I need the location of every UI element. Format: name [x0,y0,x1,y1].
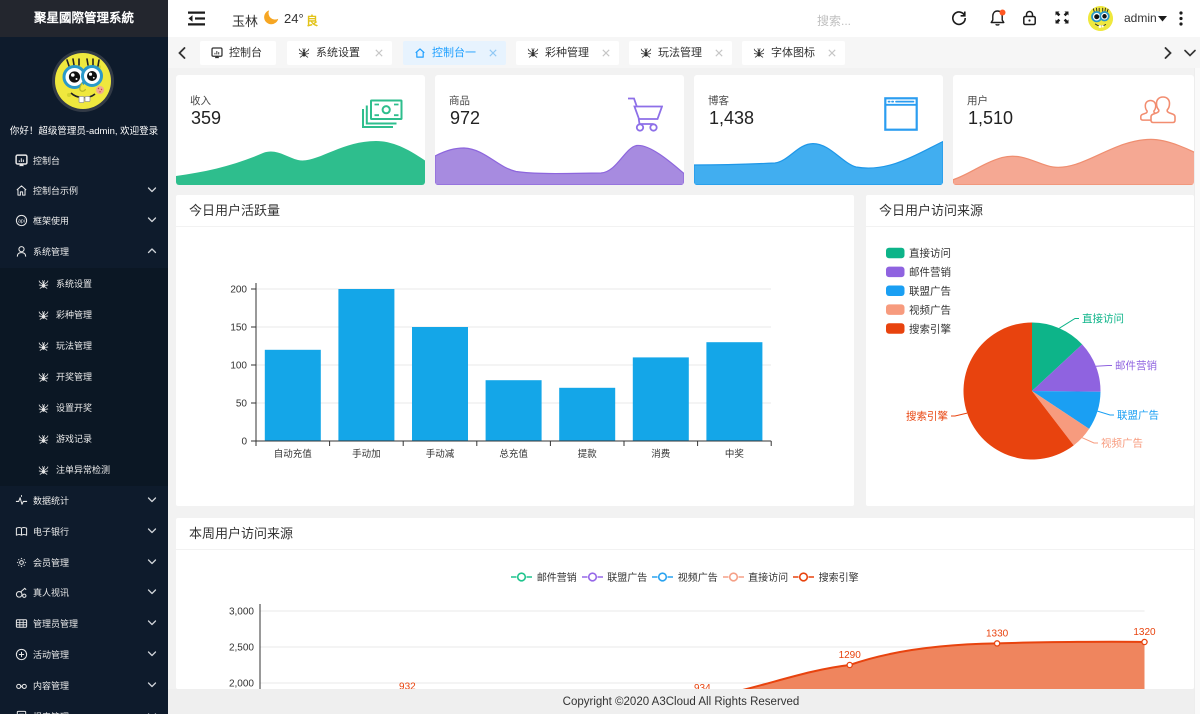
svg-text:提款: 提款 [578,448,598,460]
svg-text:邮件营销: 邮件营销 [1115,359,1157,372]
svg-text:0: 0 [241,437,247,448]
svg-text:932: 932 [399,682,416,689]
svg-text:2,500: 2,500 [229,643,254,654]
svg-text:视频广告: 视频广告 [909,303,951,316]
svg-text:联盟广告: 联盟广告 [909,285,951,298]
svg-text:100: 100 [230,361,247,372]
svg-text:中奖: 中奖 [725,448,745,460]
svg-text:200: 200 [230,285,247,296]
svg-text:934: 934 [694,683,711,689]
svg-text:邮件营销: 邮件营销 [909,266,951,279]
svg-text:搜索引擎: 搜索引擎 [906,410,948,423]
svg-text:直接访问: 直接访问 [1082,312,1124,325]
svg-text:手动减: 手动减 [426,448,455,460]
svg-text:视频广告: 视频广告 [1101,437,1143,450]
svg-text:消费: 消费 [651,448,670,460]
svg-text:联盟广告: 联盟广告 [1117,409,1159,422]
svg-text:150: 150 [230,323,247,334]
svg-text:2,000: 2,000 [229,679,254,690]
svg-text:1320: 1320 [1133,627,1156,638]
svg-text:1330: 1330 [986,628,1009,639]
svg-text:api: api [18,219,25,225]
svg-text:自动充值: 自动充值 [274,448,313,460]
svg-text:总充值: 总充值 [499,448,528,460]
svg-text:3,000: 3,000 [229,607,254,618]
svg-text:直接访问: 直接访问 [909,247,951,260]
svg-text:手动加: 手动加 [352,448,381,460]
svg-text:1290: 1290 [839,650,862,661]
svg-text:搜索引擎: 搜索引擎 [909,322,951,335]
svg-text:50: 50 [236,399,248,410]
